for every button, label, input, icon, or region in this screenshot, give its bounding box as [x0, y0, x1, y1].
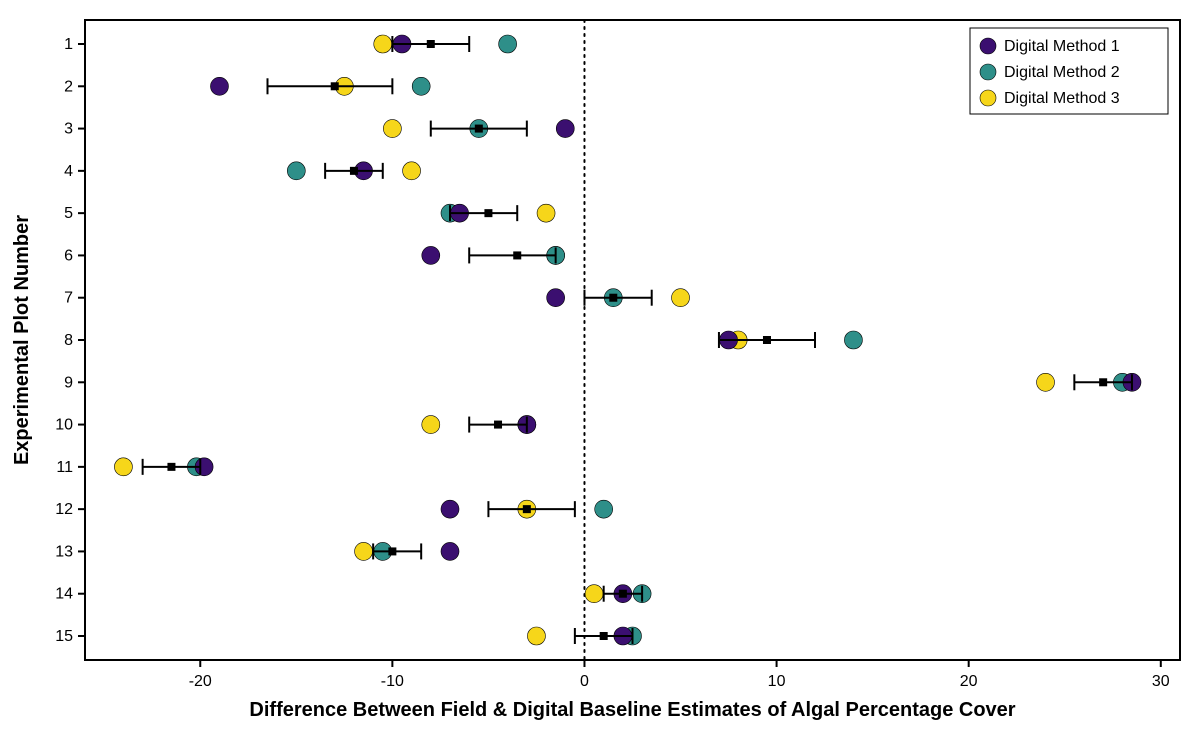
legend-swatch	[980, 64, 996, 80]
dot-method1	[441, 542, 459, 560]
dot-method3	[114, 458, 132, 476]
x-tick-label: -10	[381, 673, 404, 690]
legend-label: Digital Method 3	[1004, 90, 1120, 107]
y-tick-label: 10	[55, 417, 73, 434]
x-tick-label: 0	[580, 673, 589, 690]
legend-swatch	[980, 38, 996, 54]
y-tick-label: 1	[64, 36, 73, 53]
y-tick-label: 12	[55, 501, 73, 518]
y-tick-label: 4	[64, 163, 73, 180]
dot-method2	[595, 500, 613, 518]
mean-marker	[523, 505, 531, 513]
dot-method3	[403, 162, 421, 180]
mean-marker	[513, 251, 521, 259]
mean-marker	[331, 82, 339, 90]
dot-method3	[672, 289, 690, 307]
y-tick-label: 5	[64, 205, 73, 222]
dot-method2	[287, 162, 305, 180]
dot-method3	[1037, 373, 1055, 391]
dot-method1	[210, 77, 228, 95]
y-tick-label: 15	[55, 628, 73, 645]
mean-marker	[609, 294, 617, 302]
dot-method3	[422, 416, 440, 434]
legend-label: Digital Method 2	[1004, 64, 1120, 81]
dot-method2	[844, 331, 862, 349]
y-tick-label: 2	[64, 78, 73, 95]
y-tick-label: 14	[55, 586, 73, 603]
x-tick-label: 30	[1152, 673, 1170, 690]
y-tick-label: 13	[55, 543, 73, 560]
chart-svg: -20-100102030123456789101112131415Differ…	[0, 0, 1200, 730]
mean-marker	[484, 209, 492, 217]
y-axis-label: Experimental Plot Number	[11, 215, 33, 465]
y-tick-label: 11	[56, 459, 73, 476]
y-tick-label: 6	[64, 247, 73, 264]
dot-method3	[355, 542, 373, 560]
plot-area	[85, 20, 1180, 660]
dot-method3	[585, 585, 603, 603]
legend-swatch	[980, 90, 996, 106]
mean-marker	[494, 421, 502, 429]
mean-marker	[475, 125, 483, 133]
dot-method1	[422, 246, 440, 264]
dot-method1	[441, 500, 459, 518]
chart-container: -20-100102030123456789101112131415Differ…	[0, 0, 1200, 730]
legend-label: Digital Method 1	[1004, 38, 1120, 55]
dot-method3	[383, 120, 401, 138]
dot-method2	[412, 77, 430, 95]
dot-method3	[527, 627, 545, 645]
dot-method2	[499, 35, 517, 53]
dot-method1	[547, 289, 565, 307]
mean-marker	[619, 590, 627, 598]
dot-method3	[374, 35, 392, 53]
y-tick-label: 8	[64, 332, 73, 349]
y-tick-label: 7	[64, 290, 73, 307]
mean-marker	[763, 336, 771, 344]
dot-method3	[537, 204, 555, 222]
mean-marker	[350, 167, 358, 175]
mean-marker	[167, 463, 175, 471]
y-tick-label: 9	[64, 374, 73, 391]
x-tick-label: 20	[960, 673, 978, 690]
x-tick-label: -20	[189, 673, 212, 690]
x-tick-label: 10	[768, 673, 786, 690]
x-axis-label: Difference Between Field & Digital Basel…	[249, 699, 1015, 721]
mean-marker	[427, 40, 435, 48]
mean-marker	[1099, 378, 1107, 386]
y-tick-label: 3	[64, 121, 73, 138]
dot-method1	[556, 120, 574, 138]
mean-marker	[600, 632, 608, 640]
mean-marker	[388, 547, 396, 555]
